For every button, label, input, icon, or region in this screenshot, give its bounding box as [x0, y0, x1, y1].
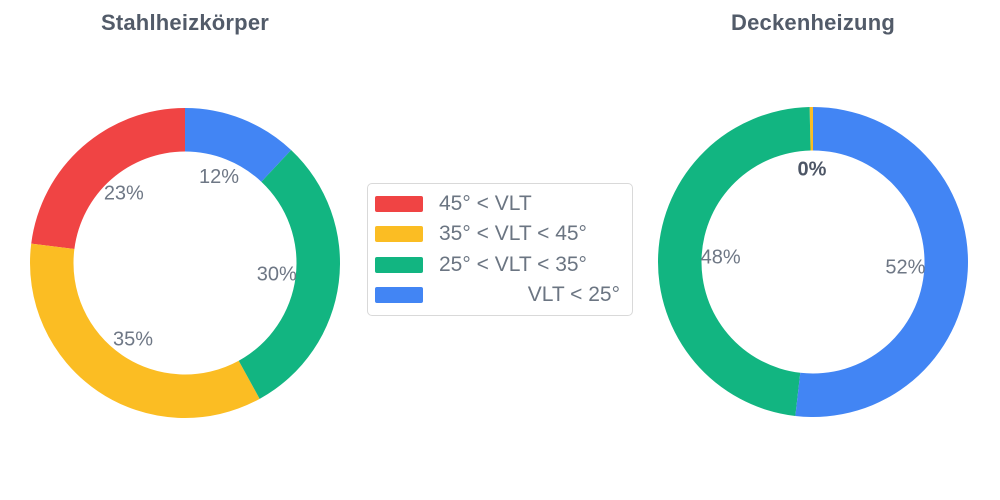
donut-chart-stahlheizkoerper: 23% 35% 30% 12%	[29, 108, 340, 418]
pie-slice[interactable]	[29, 243, 260, 418]
donut-chart-deckenheizung: 0% 48% 52%	[658, 107, 969, 417]
pie-slice[interactable]	[238, 150, 340, 399]
legend-swatch-red-icon	[375, 196, 423, 213]
legend-item-35-vlt-45[interactable]: 35° < VLT < 45°	[375, 220, 620, 248]
slice-label: 52%	[885, 256, 925, 278]
legend-item-label: VLT < 25°	[527, 282, 620, 306]
slice-label: 23%	[104, 183, 144, 205]
slice-label: 48%	[701, 247, 741, 269]
legend-item-25-vlt-35[interactable]: 25° < VLT < 35°	[375, 251, 620, 279]
legend-item-label: 35° < VLT < 45°	[439, 222, 587, 246]
pie-slice[interactable]	[658, 107, 811, 416]
slice-label: 0%	[798, 159, 827, 181]
legend-swatch-blue-icon	[375, 286, 423, 303]
pie-slice[interactable]	[31, 108, 185, 250]
legend: 45° < VLT 35° < VLT < 45° 25° < VLT < 35…	[367, 183, 633, 316]
pie-slice[interactable]	[809, 107, 813, 151]
legend-item-45-vlt[interactable]: 45° < VLT	[375, 190, 620, 218]
legend-swatch-green-icon	[375, 256, 423, 273]
slice-label: 12%	[199, 166, 239, 188]
pie-slice[interactable]	[185, 108, 292, 182]
pie-slice[interactable]	[795, 107, 969, 417]
legend-item-vlt-25[interactable]: VLT < 25°	[375, 281, 620, 309]
slice-label: 35%	[113, 329, 153, 351]
legend-item-label: 25° < VLT < 35°	[439, 252, 587, 276]
chart-title-stahlheizkoerper: Stahlheizkörper	[100, 10, 270, 35]
slice-label: 30%	[257, 264, 297, 286]
chart-title-deckenheizung: Deckenheizung	[731, 10, 895, 35]
legend-swatch-yellow-icon	[375, 226, 423, 243]
legend-item-label: 45° < VLT	[439, 192, 532, 216]
